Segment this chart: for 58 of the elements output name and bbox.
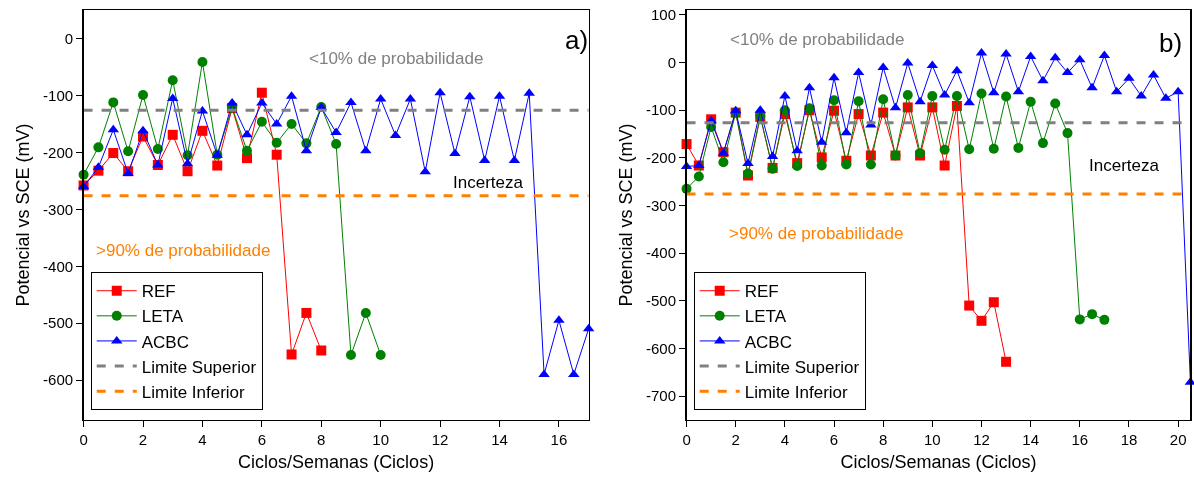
y-tick-label: -600	[43, 371, 74, 389]
x-tick-label: 2	[138, 431, 148, 449]
x-tick-label: 6	[257, 431, 267, 449]
x-axis-title: Ciclos/Semanas (Ciclos)	[840, 452, 1037, 473]
x-tick-label: 4	[198, 431, 207, 449]
y-tick-label: -400	[646, 244, 677, 262]
annotation: Incerteza	[1089, 156, 1160, 175]
y-tick-label: -100	[43, 86, 74, 104]
x-tick-label: 4	[780, 431, 790, 449]
annotation: <10% de probabilidade	[730, 30, 905, 49]
legend-label: REF	[744, 282, 779, 302]
legend-label: Limite Superior	[141, 357, 257, 377]
legend-label: REF	[141, 282, 176, 302]
y-tick-label: -600	[646, 339, 677, 357]
legend-label: LETA	[141, 307, 184, 327]
x-tick-label: 16	[1071, 431, 1089, 449]
x-tick-label: 18	[1120, 431, 1138, 449]
x-tick-label: 14	[491, 431, 508, 449]
y-tick-label: -300	[646, 196, 677, 214]
x-tick-label: 12	[431, 431, 449, 449]
annotation: <10% de probabilidade	[309, 49, 484, 68]
x-tick-label: 2	[731, 431, 740, 449]
x-tick-label: 16	[550, 431, 568, 449]
y-axis-title: Potencial vs SCE (mV)	[13, 123, 34, 307]
x-tick-label: 8	[317, 431, 326, 449]
legend-label: ACBC	[744, 332, 792, 352]
y-tick-label: 0	[667, 53, 677, 71]
y-tick-label: -200	[646, 149, 677, 167]
y-tick-label: 100	[651, 6, 677, 24]
y-tick-label: 0	[64, 29, 74, 47]
annotation: >90% de probabilidade	[729, 224, 904, 243]
x-tick-label: 12	[973, 431, 990, 449]
y-axis-title: Potencial vs SCE (mV)	[616, 123, 637, 307]
y-tick-label: -200	[43, 143, 74, 161]
x-tick-label: 20	[1169, 431, 1187, 449]
x-tick-label: 0	[79, 431, 88, 449]
x-tick-label: 10	[372, 431, 390, 449]
y-tick-label: -500	[646, 292, 677, 310]
y-tick-label: -500	[43, 314, 74, 332]
annotation: Incerteza	[453, 173, 524, 192]
y-tick-label: -700	[646, 387, 677, 405]
x-tick-label: 0	[682, 431, 691, 449]
annotation: a)	[565, 25, 589, 55]
legend-label: Limite Superior	[744, 357, 860, 377]
annotation: b)	[1159, 28, 1183, 58]
x-axis-title: Ciclos/Semanas (Ciclos)	[238, 452, 435, 473]
y-tick-label: -400	[43, 257, 74, 275]
y-tick-label: -300	[43, 200, 74, 218]
legend-label: LETA	[744, 307, 787, 327]
annotation: >90% de probabilidade	[96, 241, 271, 260]
y-tick-label: -100	[646, 101, 677, 119]
x-tick-label: 6	[829, 431, 839, 449]
legend-label: ACBC	[141, 332, 189, 352]
legend-label: Limite Inferior	[141, 382, 246, 402]
x-tick-label: 10	[924, 431, 941, 449]
x-tick-label: 8	[879, 431, 888, 449]
legend-label: Limite Inferior	[744, 382, 849, 402]
x-tick-label: 14	[1022, 431, 1039, 449]
